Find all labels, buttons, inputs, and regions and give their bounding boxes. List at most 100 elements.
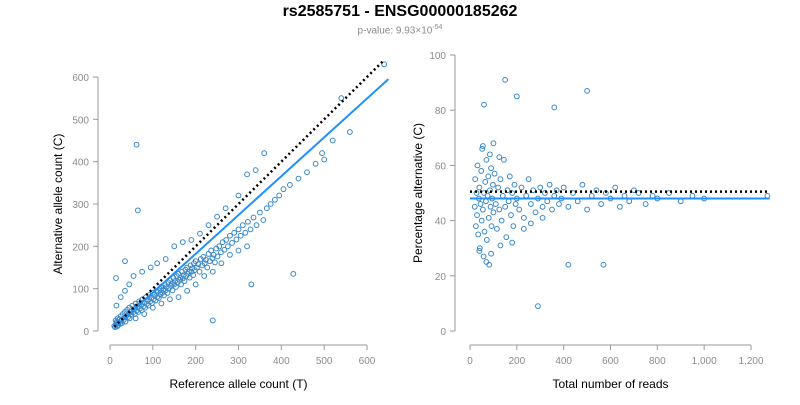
left-data-point bbox=[214, 213, 220, 220]
left-data-point bbox=[154, 260, 161, 267]
right-data-point bbox=[502, 203, 509, 210]
left-data-point bbox=[185, 268, 192, 275]
left-data-point bbox=[248, 281, 255, 288]
left-x-tick-label: 500 bbox=[316, 356, 333, 367]
right-data-point bbox=[513, 93, 520, 100]
left-x-tick-label: 100 bbox=[144, 356, 161, 367]
left-data-point bbox=[201, 260, 208, 267]
left-y-tick-label: 0 bbox=[83, 327, 89, 338]
right-data-point bbox=[546, 181, 553, 188]
right-data-point bbox=[490, 181, 496, 188]
right-data-point bbox=[505, 198, 512, 205]
right-data-point bbox=[481, 228, 488, 235]
left-y-tick-label: 400 bbox=[72, 158, 89, 169]
left-data-point bbox=[162, 256, 169, 262]
left-data-point bbox=[312, 160, 319, 167]
left-data-point bbox=[295, 175, 302, 182]
right-y-tick-label: 0 bbox=[440, 327, 446, 338]
right-data-point bbox=[496, 206, 503, 213]
right-data-point bbox=[487, 187, 493, 194]
right-data-point bbox=[511, 181, 518, 188]
left-data-point bbox=[122, 287, 128, 294]
right-x-tick-label: 200 bbox=[508, 356, 525, 367]
right-data-point bbox=[495, 184, 502, 191]
left-data-point bbox=[224, 243, 231, 250]
right-data-point bbox=[551, 104, 558, 111]
left-data-point bbox=[139, 268, 146, 275]
p-value-exponent: -54 bbox=[432, 24, 443, 31]
right-data-point bbox=[520, 214, 527, 221]
left-data-point bbox=[381, 61, 388, 68]
left-data-point bbox=[113, 275, 119, 281]
right-data-point bbox=[478, 217, 485, 224]
right-data-point bbox=[532, 209, 539, 216]
left-data-point bbox=[214, 253, 221, 260]
left-data-point bbox=[196, 268, 203, 275]
right-data-point bbox=[485, 214, 492, 221]
left-y-tick-label: 100 bbox=[72, 285, 89, 296]
right-data-point bbox=[492, 201, 499, 207]
left-data-point bbox=[167, 296, 173, 303]
left-x-tick-label: 200 bbox=[187, 356, 204, 367]
right-data-point bbox=[509, 239, 516, 246]
left-data-point bbox=[117, 294, 124, 301]
right-data-point bbox=[503, 234, 510, 241]
left-data-point bbox=[147, 264, 154, 271]
right-data-point bbox=[508, 212, 514, 218]
left-data-point bbox=[126, 315, 133, 322]
left-data-point bbox=[319, 150, 325, 157]
right-data-point bbox=[549, 206, 555, 213]
left-x-tick-label: 600 bbox=[359, 356, 376, 367]
left-data-point bbox=[203, 256, 209, 263]
left-data-point bbox=[235, 192, 242, 199]
right-data-point bbox=[542, 190, 548, 196]
left-data-point bbox=[192, 281, 199, 288]
left-data-point bbox=[229, 240, 235, 246]
right-x-tick-label: 1,200 bbox=[738, 356, 763, 367]
left-data-point bbox=[261, 150, 268, 157]
right-data-point bbox=[635, 190, 642, 196]
left-data-point bbox=[205, 222, 212, 229]
right-data-point bbox=[494, 225, 500, 232]
left-data-point bbox=[329, 137, 336, 144]
right-data-point bbox=[570, 190, 576, 196]
left-data-point bbox=[122, 318, 129, 325]
right-data-point bbox=[477, 201, 484, 207]
left-data-point bbox=[216, 243, 223, 250]
left-data-point bbox=[135, 309, 142, 315]
right-y-tick-label: 20 bbox=[435, 272, 447, 283]
left-data-point bbox=[244, 243, 250, 250]
right-data-point bbox=[535, 303, 541, 310]
left-x-tick-label: 400 bbox=[273, 356, 290, 367]
right-data-point bbox=[565, 261, 572, 268]
left-data-point bbox=[209, 268, 216, 275]
right-data-point bbox=[616, 203, 623, 210]
right-data-point bbox=[482, 179, 489, 185]
right-data-point bbox=[498, 217, 505, 224]
left-data-point bbox=[133, 141, 140, 148]
right-data-point bbox=[649, 192, 656, 199]
left-data-point bbox=[212, 259, 218, 266]
right-data-point bbox=[626, 198, 633, 205]
right-data-point bbox=[486, 261, 493, 268]
right-data-point bbox=[600, 261, 607, 268]
right-data-point bbox=[479, 145, 486, 152]
right-data-point bbox=[480, 253, 487, 260]
left-data-point bbox=[247, 226, 254, 233]
left-data-point bbox=[235, 226, 242, 233]
left-data-point bbox=[338, 95, 345, 102]
right-y-tick-label: 60 bbox=[435, 161, 447, 172]
left-y-axis-label: Alternative allele count (C) bbox=[51, 134, 65, 275]
right-data-point bbox=[512, 201, 519, 207]
right-data-point bbox=[525, 176, 532, 183]
right-data-point bbox=[474, 212, 480, 218]
right-data-point bbox=[565, 203, 572, 210]
left-y-tick-label: 600 bbox=[72, 73, 89, 84]
left-data-point bbox=[141, 311, 148, 317]
left-data-point bbox=[190, 272, 196, 279]
right-data-point bbox=[506, 173, 513, 180]
right-data-point bbox=[642, 201, 649, 207]
right-data-point bbox=[516, 206, 523, 213]
right-data-point bbox=[544, 198, 551, 205]
right-data-point bbox=[479, 143, 486, 149]
